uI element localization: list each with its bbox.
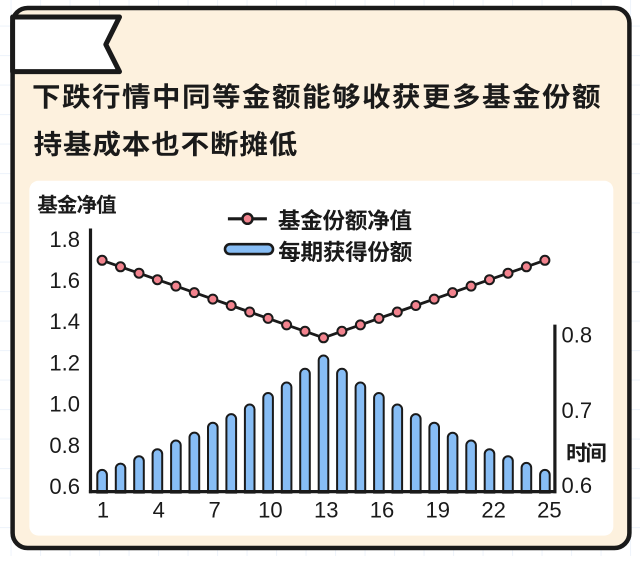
- svg-text:1.2: 1.2: [49, 350, 80, 375]
- svg-text:16: 16: [370, 498, 394, 523]
- svg-text:1.8: 1.8: [49, 227, 80, 252]
- svg-text:1.6: 1.6: [49, 268, 80, 293]
- svg-text:0.8: 0.8: [562, 323, 593, 348]
- svg-text:10: 10: [258, 498, 282, 523]
- svg-text:1: 1: [97, 498, 109, 523]
- svg-text:0.8: 0.8: [49, 433, 80, 458]
- svg-text:1.4: 1.4: [49, 309, 80, 334]
- svg-text:0.7: 0.7: [562, 398, 593, 423]
- svg-text:4: 4: [153, 498, 165, 523]
- svg-text:7: 7: [208, 498, 220, 523]
- svg-text:1.0: 1.0: [49, 392, 80, 417]
- svg-text:13: 13: [314, 498, 338, 523]
- svg-text:19: 19: [426, 498, 450, 523]
- svg-text:22: 22: [481, 498, 505, 523]
- svg-text:0.6: 0.6: [562, 473, 593, 498]
- svg-text:0.6: 0.6: [49, 474, 80, 499]
- svg-text:25: 25: [537, 498, 561, 523]
